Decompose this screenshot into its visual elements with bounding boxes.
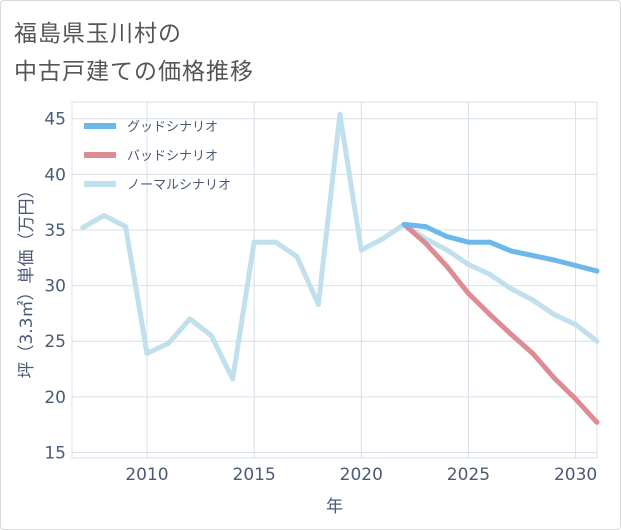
x-tick-label: 2020 (340, 465, 383, 485)
legend-label-bad: バッドシナリオ (127, 149, 218, 164)
chart-title-line-2: 中古戸建ての価格推移 (14, 59, 254, 85)
bad-scenario-point (487, 311, 493, 317)
normal-scenario-point (187, 316, 193, 322)
normal-scenario-point (80, 225, 86, 231)
normal-scenario-point (230, 376, 236, 382)
normal-scenario-point (573, 322, 579, 327)
x-tick-label: 2025 (447, 465, 490, 485)
bad-scenario-point (594, 419, 600, 425)
good-scenario-point (444, 234, 450, 240)
normal-scenario-point (594, 338, 600, 344)
normal-scenario-point (380, 236, 386, 242)
normal-scenario-point (315, 301, 321, 307)
x-tick-label: 2015 (233, 465, 276, 485)
good-scenario-point (423, 224, 429, 230)
y-axis-label: 坪（3.3㎡）単価（万円） (17, 181, 37, 378)
normal-scenario-point (273, 239, 279, 245)
y-tick-label: 15 (44, 443, 66, 463)
legend-label-normal: ノーマルシナリオ (127, 178, 231, 193)
legend-label-good: グッドシナリオ (127, 120, 218, 135)
y-tick-label: 40 (44, 165, 66, 185)
bad-scenario-point (444, 264, 450, 270)
normal-scenario-point (465, 261, 471, 267)
normal-scenario-point (294, 254, 300, 260)
good-scenario-point (508, 248, 514, 254)
y-tick-label: 30 (44, 277, 66, 297)
bad-scenario-point (573, 396, 579, 402)
bad-scenario-point (423, 240, 429, 246)
x-tick-label: 2010 (125, 465, 168, 485)
good-scenario-point (465, 239, 471, 245)
x-axis-label: 年 (326, 497, 343, 517)
normal-scenario-point (508, 286, 514, 292)
normal-scenario-point (444, 247, 450, 253)
normal-scenario-point (251, 239, 257, 245)
normal-scenario-point (337, 111, 343, 117)
good-scenario-point (551, 257, 557, 263)
good-scenario-line (403, 221, 598, 274)
bad-scenario-point (465, 290, 471, 296)
y-tick-label: 20 (44, 388, 66, 408)
normal-scenario-point (144, 350, 150, 356)
good-scenario-point (487, 239, 493, 245)
normal-scenario-point (123, 224, 129, 230)
normal-scenario-point (551, 311, 557, 317)
normal-scenario-point (165, 340, 171, 346)
series-layer (80, 111, 600, 425)
good-scenario-point (530, 253, 536, 259)
bad-scenario-point (551, 375, 557, 381)
good-scenario-point (594, 268, 600, 274)
y-tick-label: 25 (44, 332, 66, 352)
x-tick-label: 2030 (554, 465, 597, 485)
x-tick-labels: 2010 2015 2020 2025 2030 (125, 465, 597, 485)
good-scenario-point (401, 221, 407, 227)
normal-scenario-point (530, 297, 536, 303)
y-tick-labels: 15 20 25 30 35 40 45 (44, 110, 66, 464)
y-tick-label: 45 (44, 110, 66, 130)
bad-scenario-point (530, 350, 536, 356)
chart-title-line-1: 福島県玉川村の (14, 21, 182, 47)
y-tick-label: 35 (44, 221, 66, 241)
bad-scenario-line (402, 222, 599, 425)
normal-scenario-point (358, 247, 364, 253)
normal-scenario-point (208, 333, 214, 339)
normal-scenario-point (487, 271, 493, 277)
good-scenario-point (573, 263, 579, 269)
bad-scenario-point (508, 332, 514, 338)
normal-scenario-point (101, 212, 107, 218)
